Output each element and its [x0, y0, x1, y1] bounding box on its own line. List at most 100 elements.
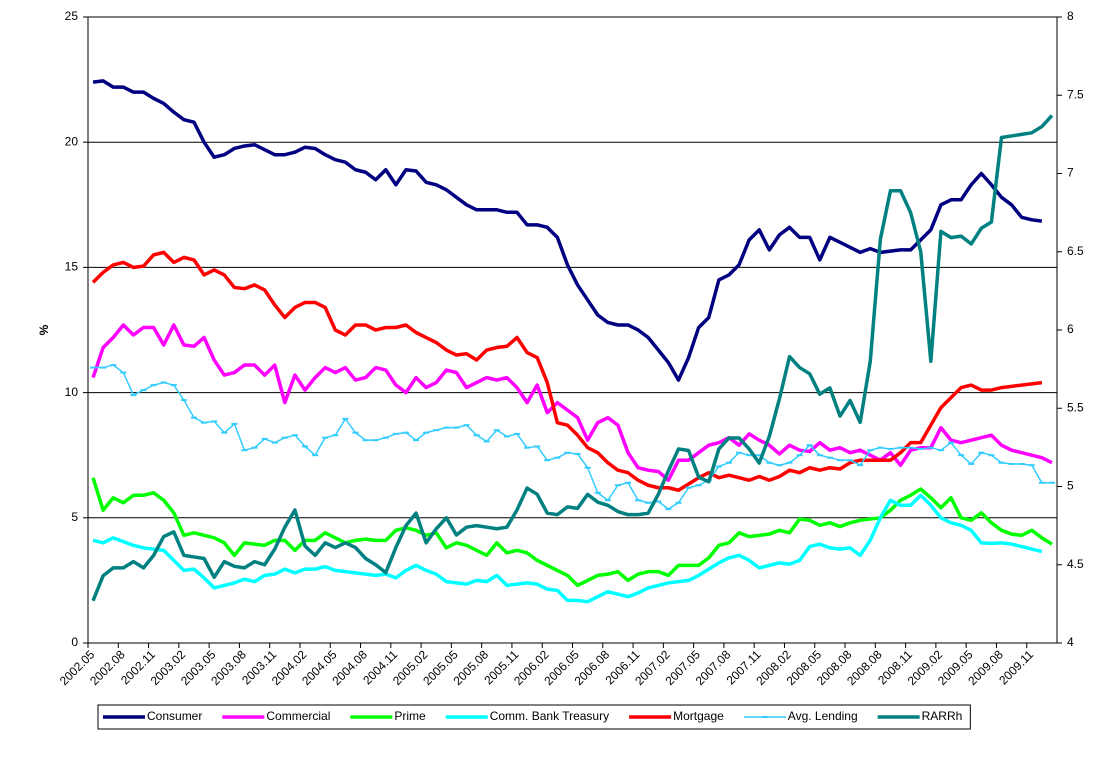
series-marker — [725, 461, 732, 464]
series-marker — [786, 461, 793, 464]
series-marker — [413, 439, 420, 442]
series-marker — [816, 454, 823, 457]
series-marker — [524, 446, 531, 449]
series-marker — [1028, 464, 1035, 467]
y2-tick-label: 8 — [1067, 9, 1074, 23]
series-marker — [150, 384, 157, 387]
series-marker — [594, 491, 601, 494]
series-marker — [281, 436, 288, 439]
series-marker — [130, 394, 137, 397]
series-marker — [665, 508, 672, 511]
series-marker — [806, 444, 813, 447]
series-marker — [675, 501, 682, 504]
series-line — [91, 250, 1043, 493]
series-marker — [958, 454, 965, 457]
series-marker — [453, 426, 460, 429]
series-marker — [493, 429, 500, 432]
series-marker — [645, 501, 652, 504]
series-marker — [1018, 462, 1025, 465]
series-marker — [332, 434, 339, 437]
series-marker — [554, 456, 561, 459]
series-marker — [544, 459, 551, 462]
series-marker — [736, 451, 743, 454]
series-marker — [1048, 481, 1055, 484]
series-marker — [836, 459, 843, 462]
series-marker — [221, 431, 228, 434]
series-marker — [877, 446, 884, 449]
series-marker — [140, 389, 147, 392]
series-marker — [110, 364, 117, 367]
series-line — [93, 364, 1052, 510]
x-tick-label: 2009.11 — [996, 647, 1036, 687]
series-marker — [201, 421, 208, 424]
series-marker — [433, 429, 440, 432]
series-marker — [635, 499, 642, 502]
series-marker — [907, 446, 914, 449]
legend-label: RARRh — [922, 709, 963, 723]
series-marker — [988, 454, 995, 457]
series-marker — [897, 446, 904, 449]
y2-tick-label: 6.5 — [1067, 244, 1084, 258]
series-marker — [402, 431, 409, 434]
y-tick-label: 20 — [65, 134, 79, 148]
series-marker — [564, 451, 571, 454]
series-marker — [978, 451, 985, 454]
series-marker — [614, 484, 621, 487]
series-marker — [887, 447, 894, 450]
series-marker — [534, 445, 541, 448]
series-marker — [685, 486, 692, 489]
series-marker — [423, 431, 430, 434]
series-marker — [372, 439, 379, 442]
series-marker — [766, 461, 773, 464]
series-marker — [604, 499, 611, 502]
series-marker — [190, 416, 197, 419]
series-marker — [1038, 481, 1045, 484]
series-marker — [90, 366, 97, 369]
series-marker — [776, 464, 783, 467]
y-tick-label: 10 — [65, 385, 79, 399]
series-marker — [352, 431, 359, 434]
y2-tick-label: 7 — [1067, 166, 1074, 180]
series-marker — [968, 462, 975, 465]
y-tick-label: 5 — [71, 510, 78, 524]
series-marker — [322, 436, 329, 439]
legend-label: Consumer — [147, 709, 202, 723]
y2-tick-label: 5.5 — [1067, 400, 1084, 414]
legend-marker — [761, 716, 768, 718]
y2-tick-label: 4.5 — [1067, 557, 1084, 571]
y2-tick-label: 7.5 — [1067, 87, 1084, 101]
legend-box — [97, 704, 971, 730]
series-line — [92, 493, 1043, 604]
series-marker — [231, 422, 238, 425]
series-marker — [312, 454, 319, 457]
series-marker — [463, 424, 470, 427]
legend-label: Comm. Bank Treasury — [490, 709, 609, 723]
series-marker — [302, 445, 309, 448]
series-marker — [756, 454, 763, 457]
series-marker — [796, 454, 803, 457]
series-marker — [998, 461, 1005, 464]
series-marker — [715, 465, 722, 468]
series-marker — [241, 449, 248, 452]
series-marker — [513, 432, 520, 435]
series-marker — [342, 417, 349, 420]
series-marker — [826, 456, 833, 459]
legend-label: Commercial — [266, 709, 330, 723]
series-marker — [746, 454, 753, 457]
series-marker — [917, 447, 924, 450]
series-marker — [261, 437, 268, 440]
series-marker — [180, 399, 187, 402]
series-marker — [574, 452, 581, 455]
series-marker — [251, 446, 258, 449]
series-line — [91, 477, 1053, 588]
series-marker — [100, 366, 107, 369]
series-marker — [937, 449, 944, 452]
series-marker — [291, 434, 298, 437]
legend-label: Mortgage — [673, 709, 724, 723]
series-marker — [948, 441, 955, 444]
series-marker — [695, 484, 702, 487]
series-marker — [382, 436, 389, 439]
series-marker — [927, 446, 934, 449]
series-line — [92, 79, 1043, 382]
